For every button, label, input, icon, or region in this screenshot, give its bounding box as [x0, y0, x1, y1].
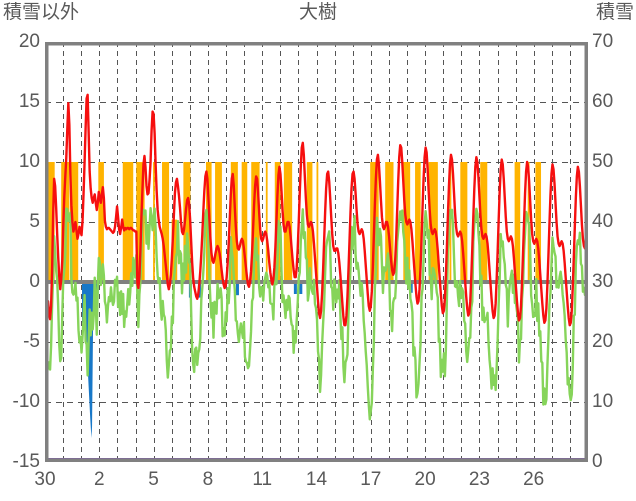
right-axis-title: 積雪 [595, 2, 634, 23]
x-tick-label: 2 [94, 469, 105, 490]
x-tick-label: 30 [34, 469, 56, 490]
x-axis-tick-labels: 30 2 5 8 11 14 17 20 23 26 [0, 470, 636, 496]
precipitation-bar [535, 162, 542, 282]
snowfall-bar [293, 282, 297, 294]
left-tick-label: 10 [18, 151, 40, 172]
precipitation-bar-thin [316, 162, 319, 282]
chart-title: 大樹 [298, 2, 337, 23]
chart-canvas [45, 42, 588, 462]
dewpoint-line [45, 206, 588, 421]
precipitation-bar [514, 162, 521, 282]
x-tick-label: 11 [252, 469, 273, 490]
snowfall-bar [409, 282, 413, 293]
x-tick-label: 5 [148, 469, 159, 490]
temperature-line [45, 93, 588, 327]
precipitation-bar-thin [265, 162, 268, 282]
snowfall-bar [235, 282, 239, 296]
precipitation-bar [481, 162, 488, 282]
right-tick-label: 40 [592, 211, 614, 232]
left-tick-label: 15 [18, 91, 40, 112]
left-tick-label: -15 [12, 451, 40, 472]
x-tick-label: 23 [468, 469, 490, 490]
left-tick-label: -5 [23, 331, 40, 352]
precipitation-bar [98, 162, 104, 282]
x-tick-label: 17 [360, 469, 382, 490]
x-tick-label: 8 [202, 469, 214, 490]
precipitation-bar [127, 162, 134, 282]
dewpoint-path [45, 206, 588, 421]
left-tick-label: 0 [29, 271, 40, 292]
left-tick-label: 20 [18, 31, 40, 52]
plot-border [45, 42, 588, 462]
temperature-path [45, 93, 588, 327]
precipitation-bar [163, 162, 170, 282]
right-tick-label: 20 [592, 331, 614, 352]
precipitation-bar [432, 162, 438, 282]
plot-frame [45, 42, 588, 462]
x-tick-label: 26 [523, 469, 545, 490]
left-tick-label: -10 [12, 391, 40, 412]
right-tick-label: 50 [592, 151, 614, 172]
plot-area [45, 42, 588, 462]
x-tick-label: 14 [305, 469, 328, 490]
precipitation-bar [216, 162, 222, 282]
right-tick-label: 10 [592, 391, 614, 412]
snowfall-bar [299, 282, 303, 294]
precipitation-bar [184, 162, 191, 282]
precipitation-bar [253, 162, 260, 282]
precipitation-bar [241, 162, 248, 282]
right-tick-label: 70 [592, 31, 614, 52]
precipitation-bar [461, 162, 468, 282]
right-tick-label: 30 [592, 271, 614, 292]
left-axis-title: 積雪以外 [3, 2, 80, 23]
precipitation-bar [415, 162, 421, 282]
precipitation-bar [124, 162, 130, 282]
x-tick-label: 20 [414, 469, 436, 490]
right-tick-label: 0 [592, 451, 603, 472]
left-tick-label: 5 [29, 211, 40, 232]
right-tick-label: 60 [592, 91, 614, 112]
precipitation-bar [171, 219, 178, 282]
precipitation-bar [387, 162, 394, 282]
